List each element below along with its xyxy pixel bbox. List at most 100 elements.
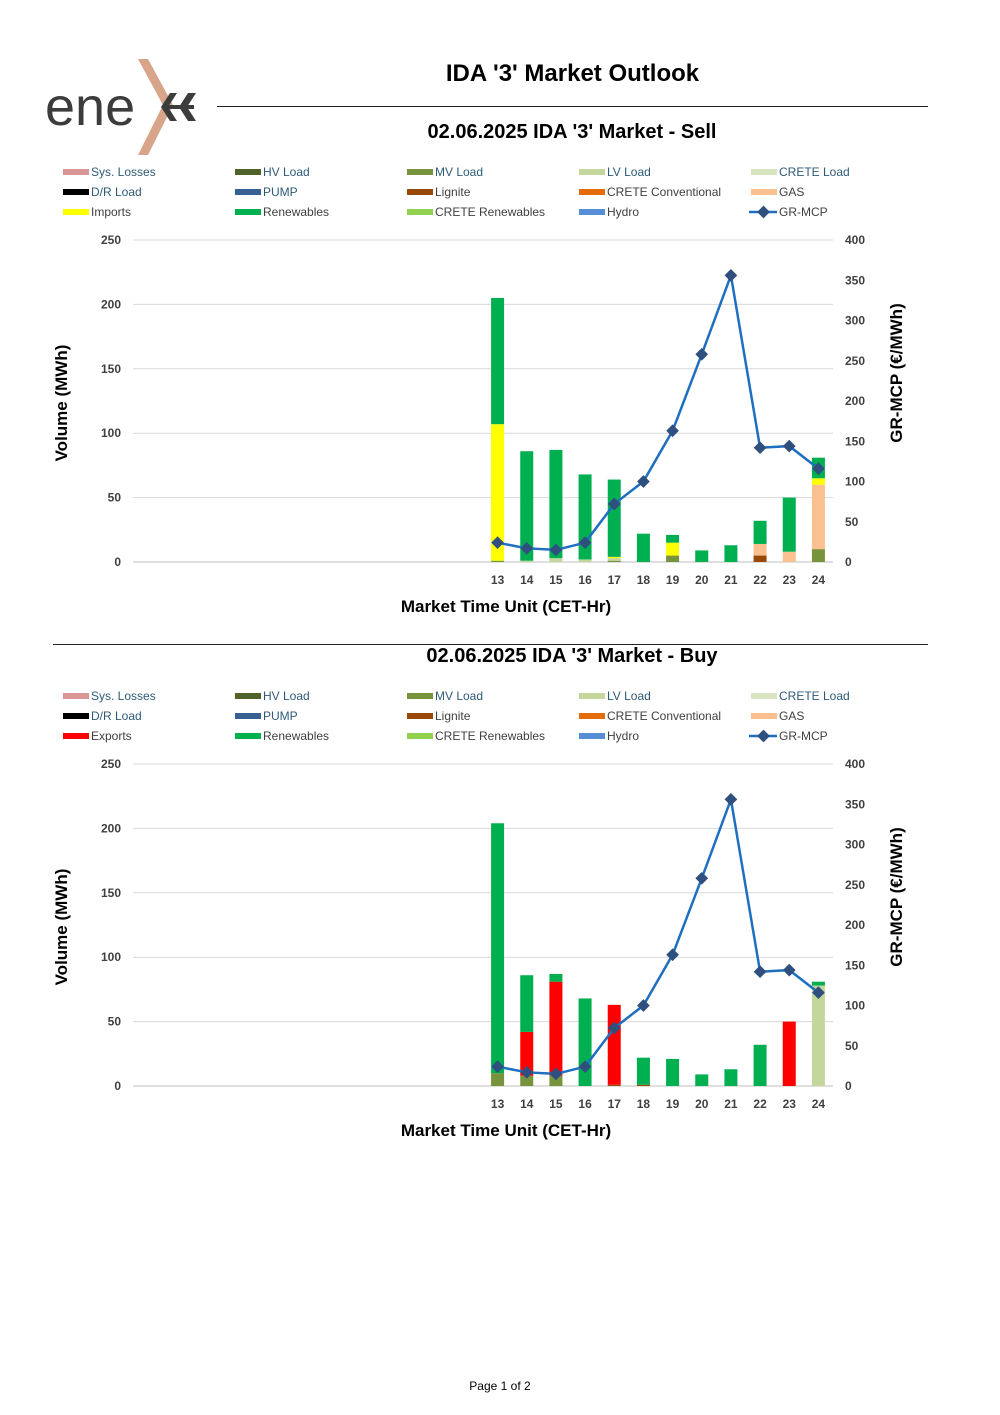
y2-tick-label: 250: [845, 354, 865, 368]
legend-swatch: [63, 209, 89, 215]
legend-marker-swatch: [757, 729, 770, 743]
bar-renewables-15: [549, 449, 563, 559]
legend-label: GAS: [779, 709, 804, 723]
bar-renewables-22: [753, 520, 767, 544]
legend-swatch: [751, 189, 777, 195]
legend-swatch: [235, 209, 261, 215]
y2-tick-label: 150: [845, 434, 865, 448]
legend-swatch: [63, 713, 89, 719]
bar-renewables-20: [695, 550, 709, 562]
legend-swatch: [579, 733, 605, 739]
legend-item-gas: GAS: [751, 709, 804, 723]
y-tick-label: 250: [101, 757, 121, 771]
y2-tick-label: 0: [845, 555, 852, 569]
legend-item-hydro: Hydro: [579, 205, 639, 219]
y2-tick-label: 400: [845, 233, 865, 247]
chart-title: 02.06.2025 IDA '3' Market - Sell: [428, 121, 717, 143]
bar-renewables-22: [753, 1044, 767, 1086]
bar-lv-load-16: [578, 559, 592, 562]
legend-label: Hydro: [607, 729, 639, 743]
bar-mv-load-17: [607, 560, 621, 562]
legend-label: Hydro: [607, 205, 639, 219]
legend-item-mv-load: MV Load: [407, 165, 483, 179]
y-tick-label: 150: [101, 886, 121, 900]
gr-mcp-point: [666, 424, 679, 438]
x-tick-label: 17: [608, 1097, 622, 1111]
bar-gas-22: [753, 543, 767, 556]
x-tick-label: 16: [578, 1097, 592, 1111]
bar-exports-23: [782, 1021, 796, 1086]
gr-mcp-point: [753, 441, 767, 455]
legend-swatch: [751, 169, 777, 175]
y2-tick-label: 300: [845, 838, 865, 852]
x-tick-label: 16: [578, 573, 592, 587]
x-tick-label: 14: [520, 1097, 534, 1111]
x-tick-label: 13: [491, 1097, 505, 1111]
x-tick-label: 20: [695, 573, 709, 587]
y-tick-label: 0: [114, 555, 121, 569]
bar-lv-load-15: [549, 558, 563, 562]
title-divider: [217, 106, 928, 107]
legend-swatch: [579, 693, 605, 699]
legend-swatch: [751, 693, 777, 699]
x-tick-label: 19: [666, 573, 680, 587]
x-axis-title: Market Time Unit (CET-Hr): [401, 1121, 611, 1140]
legend-label: CRETE Renewables: [435, 205, 545, 219]
page-title: IDA '3' Market Outlook: [445, 60, 700, 87]
x-tick-label: 15: [549, 573, 563, 587]
bar-renewables-21: [724, 1069, 738, 1086]
logo-text: ene: [45, 77, 135, 137]
x-tick-label: 18: [637, 1097, 651, 1111]
legend-label: D/R Load: [91, 709, 142, 723]
bar-mv-load-13: [491, 560, 505, 562]
y2-tick-label: 50: [845, 1039, 859, 1053]
x-tick-label: 24: [812, 1097, 826, 1111]
bar-renewables-13: [491, 823, 505, 1074]
logo-x-stroke: [161, 93, 177, 121]
x-tick-label: 23: [783, 1097, 797, 1111]
legend-marker-swatch: [757, 205, 770, 219]
bar-exports-15: [549, 981, 563, 1076]
bar-renewables-21: [724, 545, 738, 562]
legend-item-exports: Exports: [63, 729, 132, 743]
bar-renewables-14: [520, 975, 534, 1032]
x-tick-label: 24: [812, 573, 826, 587]
legend-label: PUMP: [263, 185, 298, 199]
legend-item-imports: Imports: [63, 205, 131, 219]
bar-gas-23: [782, 551, 796, 562]
y2-tick-label: 100: [845, 475, 865, 489]
y2-tick-label: 300: [845, 314, 865, 328]
y2-tick-label: 200: [845, 918, 865, 932]
gr-mcp-point: [724, 269, 738, 282]
bar-lignite-22: [753, 555, 767, 562]
bar-imports-24: [811, 478, 825, 485]
legend-label: GR-MCP: [779, 205, 828, 219]
bar-renewables-19: [666, 534, 680, 543]
legend-item-pump: PUMP: [235, 709, 298, 723]
legend-item-hv-load: HV Load: [235, 689, 310, 703]
legend-label: HV Load: [263, 689, 310, 703]
gr-mcp-point: [695, 347, 709, 361]
bar-lv-load-17: [607, 558, 621, 561]
legend-label: Sys. Losses: [91, 689, 156, 703]
legend-item-mv-load: MV Load: [407, 689, 483, 703]
bar-mv-load-19: [666, 555, 680, 562]
bar-exports-14: [520, 1031, 534, 1076]
buy-chart: 02.06.2025 IDA '3' Market - Buy Sys. Loss…: [52, 645, 906, 1140]
legend-label: CRETE Renewables: [435, 729, 545, 743]
legend-item-crete-conventional: CRETE Conventional: [579, 185, 721, 199]
bar-renewables-18: [636, 1057, 650, 1085]
y2-tick-label: 250: [845, 878, 865, 892]
gr-mcp-point: [724, 793, 738, 806]
x-tick-label: 23: [783, 573, 797, 587]
y-tick-label: 250: [101, 233, 121, 247]
legend-swatch: [579, 189, 605, 195]
bar-lignite-18: [636, 1084, 650, 1086]
y2-axis-title: GR-MCP (€/MWh): [887, 827, 906, 966]
x-tick-label: 19: [666, 1097, 680, 1111]
legend-item-lv-load: LV Load: [579, 165, 651, 179]
y-axis-title: Volume (MWh): [52, 869, 71, 986]
legend-item-crete-load: CRETE Load: [751, 165, 850, 179]
bar-lignite-17: [607, 1084, 621, 1086]
legend-item-renewables: Renewables: [235, 205, 329, 219]
